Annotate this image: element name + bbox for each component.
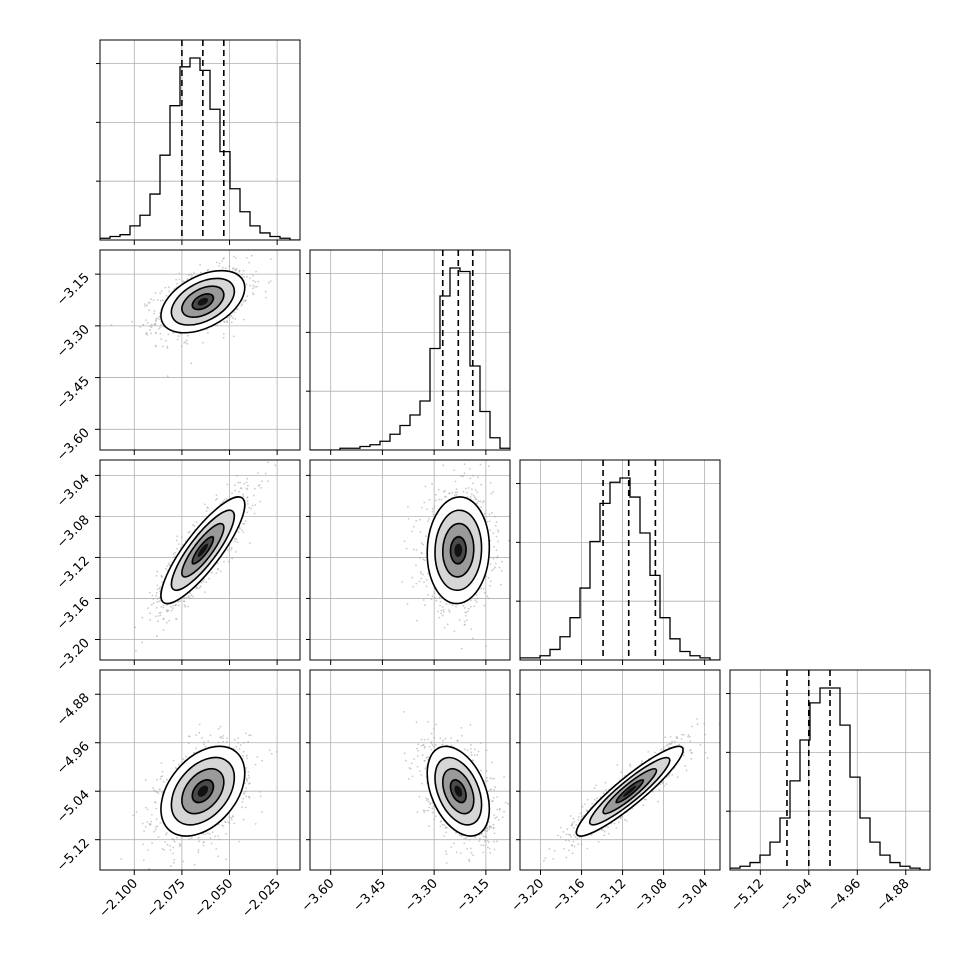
x-tick-label: −3.08: [632, 876, 671, 915]
panel-frame: [309, 669, 511, 871]
panel-3-0: −5.12 −5.04 −4.96 −4.88: [54, 669, 301, 875]
x-tick-label: −3.20: [509, 876, 548, 915]
y-tick-label: −3.12: [54, 554, 93, 593]
density-fill-peak: [197, 785, 209, 797]
panel-2-2: [516, 459, 721, 665]
y-tick-label: −4.96: [54, 739, 93, 778]
y-tick-label: −4.88: [54, 690, 93, 729]
density-fill-peak: [623, 785, 637, 797]
x-tick-label: −3.60: [299, 876, 338, 915]
contour-mid: [170, 509, 236, 592]
y-tick-label: −5.04: [54, 787, 93, 826]
panel-3-3: [726, 669, 931, 875]
contour-inner: [441, 522, 475, 578]
x-tick-label: −4.96: [825, 876, 864, 915]
contour-inner: [441, 767, 475, 815]
histogram-step: [100, 57, 300, 240]
panel-frame: [99, 669, 301, 871]
y-tick-label: −3.08: [54, 513, 93, 552]
panel-2-1: [306, 459, 511, 665]
contour-mid: [588, 756, 671, 826]
x-tick-label: −5.12: [728, 876, 767, 915]
x-tick-label: −3.15: [454, 876, 493, 915]
x-tick-label: −3.45: [350, 876, 389, 915]
y-tick-label: −3.45: [54, 374, 93, 413]
panel-1-1: [306, 249, 511, 455]
panel-frame: [99, 249, 301, 451]
panel-frame: [309, 459, 511, 661]
contour-core: [449, 779, 467, 804]
contour-inner: [181, 285, 225, 319]
contour-inner: [181, 767, 225, 815]
histogram-step: [730, 687, 930, 870]
contour-mid: [170, 756, 236, 826]
y-tick-label: −3.60: [54, 426, 93, 465]
contour-core: [191, 779, 215, 804]
y-tick-label: −3.20: [54, 636, 93, 675]
y-tick-label: −3.30: [54, 322, 93, 361]
panel-3-2: [516, 669, 721, 875]
x-tick-label: −4.88: [874, 876, 913, 915]
x-tick-label: −2.025: [239, 876, 284, 921]
contour-inner: [602, 767, 658, 815]
histogram-step: [310, 267, 510, 450]
contour-core: [191, 293, 215, 311]
x-tick-label: −2.075: [144, 876, 189, 921]
density-fill-peak: [197, 297, 209, 306]
contour-outer: [426, 496, 491, 605]
density-fill-peak: [197, 543, 209, 557]
contour-outer: [426, 745, 491, 837]
y-tick-label: −5.12: [54, 836, 93, 875]
contour-inner: [181, 522, 225, 578]
contour-mid: [434, 756, 483, 826]
contour-outer: [160, 745, 246, 837]
density-fill-peak: [454, 785, 463, 797]
contour-core: [449, 536, 467, 565]
panel-0-0: [96, 39, 301, 245]
y-tick-label: −3.04: [54, 472, 93, 511]
panel-1-0: −3.60 −3.45 −3.30 −3.15: [54, 249, 301, 465]
histogram-step: [520, 477, 720, 660]
x-tick-label: −3.30: [402, 876, 441, 915]
panel-2-0: −3.20−3.16−3.12−3.08−3.04: [54, 459, 301, 675]
x-tick-label: −3.04: [673, 876, 712, 915]
contour-mid: [170, 277, 236, 326]
panel-frame: [99, 39, 301, 241]
x-tick-label: −2.050: [192, 876, 237, 921]
x-tick-label: −5.04: [777, 876, 816, 915]
panel-frame: [309, 249, 511, 451]
contour-mid: [434, 509, 483, 592]
contour-outer: [160, 496, 246, 605]
panel-frame: [729, 669, 931, 871]
panel-frame: [99, 459, 301, 661]
contour-outer: [160, 269, 246, 334]
contour-core: [191, 536, 215, 565]
x-tick-label: −3.12: [591, 876, 630, 915]
y-tick-label: −3.16: [54, 595, 93, 634]
panel-frame: [519, 459, 721, 661]
x-tick-label: −2.100: [96, 876, 141, 921]
contour-core: [615, 779, 644, 804]
panel-frame: [519, 669, 721, 871]
panel-3-1: [306, 669, 511, 875]
x-tick-label: −3.16: [550, 876, 589, 915]
density-fill-peak: [454, 543, 463, 557]
contour-outer: [575, 745, 684, 837]
y-tick-label: −3.15: [54, 270, 93, 309]
